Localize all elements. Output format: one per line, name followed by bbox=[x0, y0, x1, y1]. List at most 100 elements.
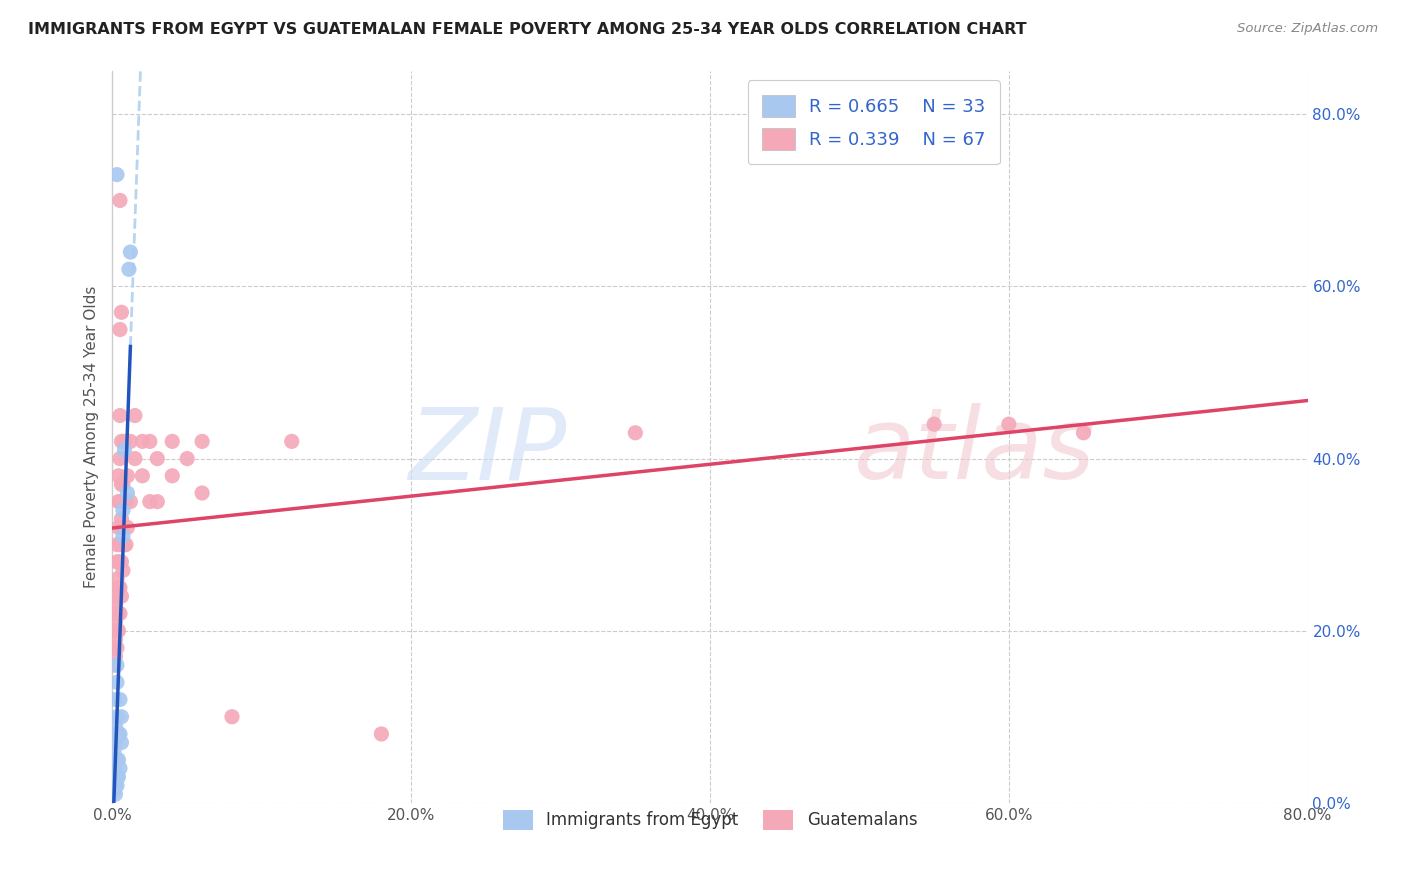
Point bbox=[176, 451, 198, 466]
Point bbox=[191, 434, 214, 449]
Point bbox=[107, 727, 129, 741]
Point bbox=[108, 692, 131, 706]
Point bbox=[105, 589, 128, 603]
Point bbox=[162, 434, 183, 449]
Point bbox=[120, 245, 142, 260]
Point bbox=[105, 572, 128, 586]
Point bbox=[107, 607, 129, 621]
Point bbox=[162, 468, 183, 483]
Point bbox=[131, 468, 153, 483]
Point bbox=[105, 168, 128, 182]
Point bbox=[115, 538, 138, 552]
Point bbox=[103, 640, 125, 655]
Text: atlas: atlas bbox=[853, 403, 1095, 500]
Point bbox=[105, 779, 128, 793]
Point bbox=[624, 425, 647, 440]
Point bbox=[191, 486, 214, 500]
Point bbox=[110, 735, 132, 749]
Point bbox=[108, 727, 131, 741]
Y-axis label: Female Poverty Among 25-34 Year Olds: Female Poverty Among 25-34 Year Olds bbox=[83, 286, 98, 588]
Point bbox=[104, 770, 127, 784]
Point bbox=[114, 538, 135, 552]
Point bbox=[139, 494, 162, 508]
Point bbox=[110, 710, 132, 724]
Point bbox=[110, 434, 132, 449]
Point bbox=[111, 564, 134, 578]
Point bbox=[110, 305, 132, 319]
Point bbox=[281, 434, 304, 449]
Point bbox=[103, 744, 125, 758]
Point bbox=[105, 640, 128, 655]
Point bbox=[922, 417, 945, 432]
Point bbox=[104, 753, 127, 767]
Point bbox=[103, 779, 125, 793]
Point bbox=[1073, 425, 1095, 440]
Point bbox=[108, 409, 131, 423]
Point bbox=[107, 581, 129, 595]
Point bbox=[105, 753, 128, 767]
Point bbox=[107, 520, 129, 534]
Point bbox=[108, 322, 131, 336]
Point bbox=[107, 770, 129, 784]
Point bbox=[104, 649, 127, 664]
Text: IMMIGRANTS FROM EGYPT VS GUATEMALAN FEMALE POVERTY AMONG 25-34 YEAR OLDS CORRELA: IMMIGRANTS FROM EGYPT VS GUATEMALAN FEMA… bbox=[28, 22, 1026, 37]
Point bbox=[104, 607, 127, 621]
Point bbox=[103, 658, 125, 673]
Point bbox=[107, 753, 129, 767]
Point bbox=[103, 783, 125, 797]
Point bbox=[117, 468, 139, 483]
Point bbox=[105, 607, 128, 621]
Point bbox=[114, 442, 135, 457]
Point bbox=[111, 503, 134, 517]
Point bbox=[105, 658, 128, 673]
Point bbox=[104, 787, 127, 801]
Point bbox=[124, 409, 146, 423]
Point bbox=[103, 761, 125, 775]
Point bbox=[124, 451, 146, 466]
Point bbox=[110, 512, 132, 526]
Point bbox=[104, 779, 127, 793]
Point bbox=[115, 494, 138, 508]
Point bbox=[118, 262, 141, 277]
Point bbox=[105, 624, 128, 638]
Point bbox=[104, 718, 127, 732]
Point bbox=[110, 589, 132, 603]
Point bbox=[370, 727, 392, 741]
Point bbox=[146, 494, 169, 508]
Point bbox=[108, 451, 131, 466]
Point bbox=[105, 727, 128, 741]
Point bbox=[107, 494, 129, 508]
Point bbox=[998, 417, 1021, 432]
Point bbox=[104, 598, 127, 612]
Point bbox=[104, 692, 127, 706]
Point bbox=[117, 520, 139, 534]
Point bbox=[107, 468, 129, 483]
Point bbox=[108, 761, 131, 775]
Point bbox=[104, 615, 127, 629]
Text: ZIP: ZIP bbox=[408, 403, 567, 500]
Point bbox=[104, 735, 127, 749]
Point bbox=[117, 486, 139, 500]
Point bbox=[108, 581, 131, 595]
Point bbox=[120, 494, 142, 508]
Point bbox=[111, 477, 134, 491]
Point bbox=[111, 520, 134, 534]
Point bbox=[131, 434, 153, 449]
Point bbox=[221, 710, 243, 724]
Point bbox=[105, 770, 128, 784]
Point bbox=[107, 555, 129, 569]
Point bbox=[108, 494, 131, 508]
Point bbox=[139, 434, 162, 449]
Point bbox=[103, 624, 125, 638]
Point bbox=[110, 477, 132, 491]
Point bbox=[114, 434, 135, 449]
Point bbox=[105, 555, 128, 569]
Legend: Immigrants from Egypt, Guatemalans: Immigrants from Egypt, Guatemalans bbox=[495, 801, 925, 838]
Point bbox=[146, 451, 169, 466]
Point bbox=[105, 538, 128, 552]
Point bbox=[108, 538, 131, 552]
Point bbox=[104, 632, 127, 647]
Text: Source: ZipAtlas.com: Source: ZipAtlas.com bbox=[1237, 22, 1378, 36]
Point bbox=[110, 555, 132, 569]
Point bbox=[105, 675, 128, 690]
